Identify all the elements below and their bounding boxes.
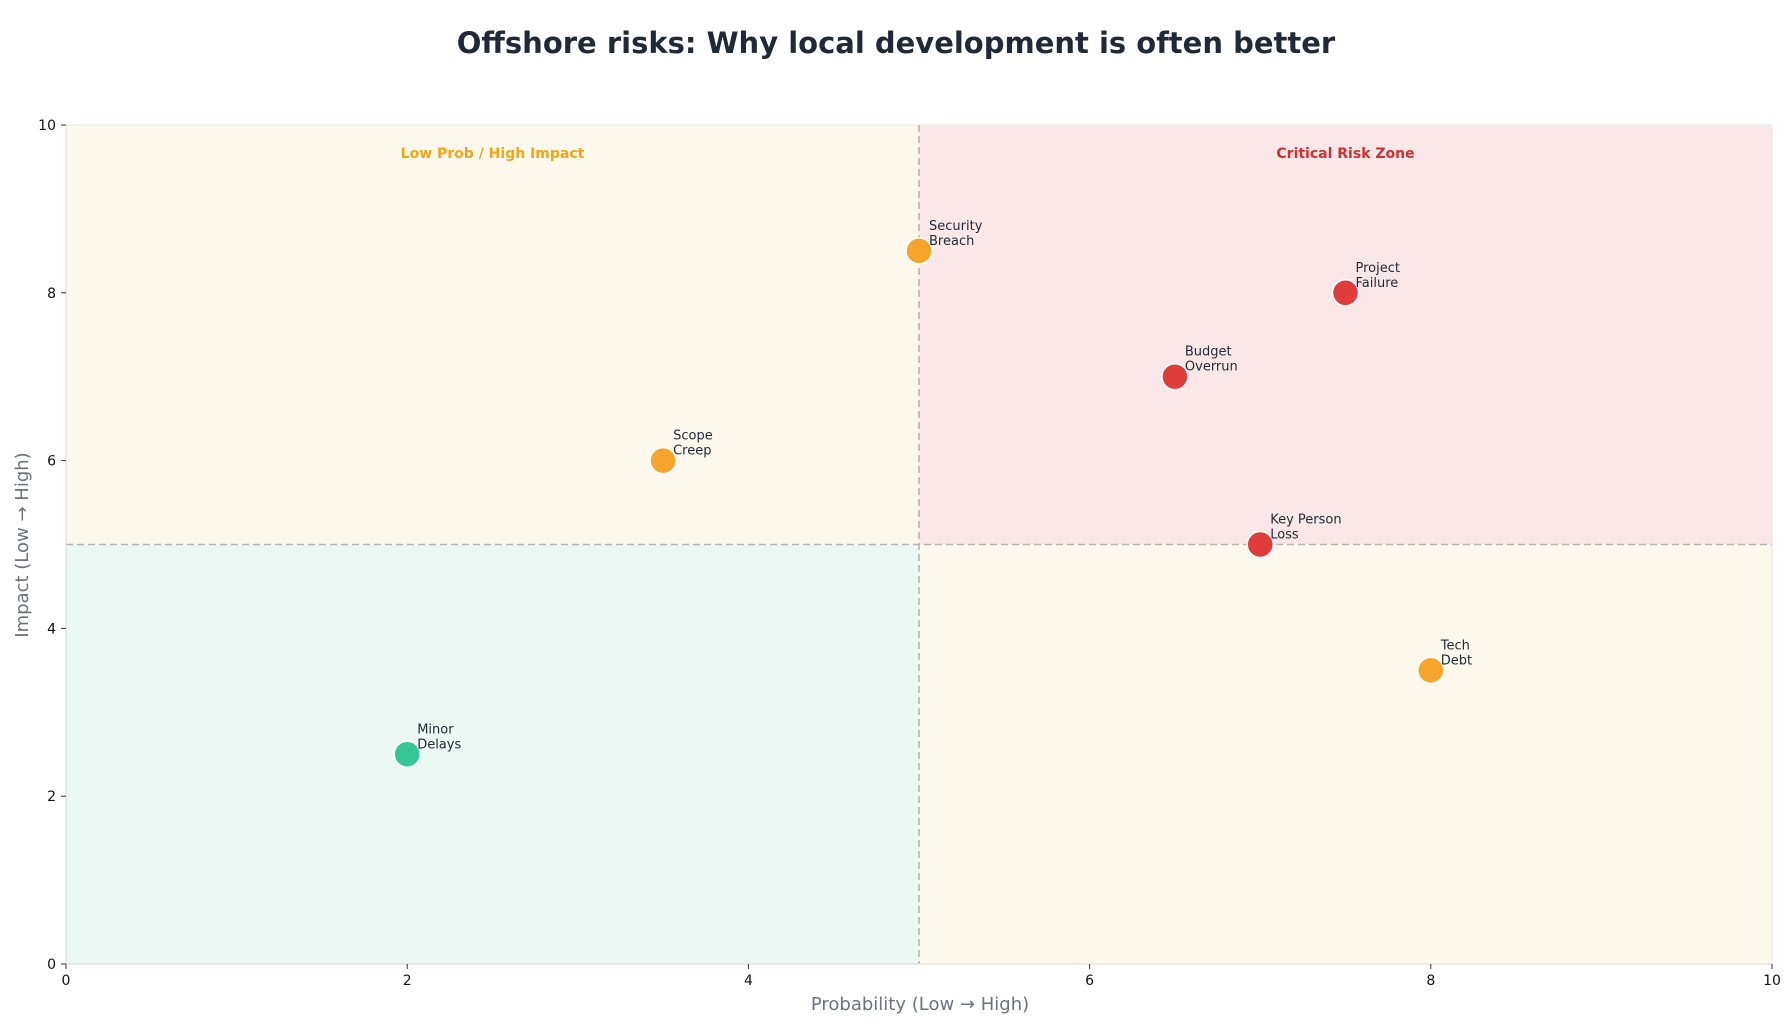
quadrants-layer: Low Prob / High Impact Critical Risk Zone: [65, 124, 1773, 965]
x-tick-label: 0: [62, 973, 71, 989]
risk-point-marker: [1417, 656, 1445, 685]
quadrant-label-top-right: Critical Risk Zone: [1276, 146, 1414, 162]
quadrant-top-right: [919, 125, 1772, 545]
quadrant-bottom-right: [919, 544, 1772, 964]
risk-point: Security Breach: [905, 219, 983, 265]
risk-point-label: Tech Debt: [1440, 638, 1472, 668]
quadrant-label-top-left: Low Prob / High Impact: [401, 146, 585, 162]
risk-point-marker: [1246, 530, 1274, 559]
risk-point: Tech Debt: [1417, 638, 1472, 685]
x-tick-label: 4: [744, 973, 753, 989]
x-tick-label: 2: [403, 973, 412, 989]
x-tick-label: 10: [1763, 973, 1781, 989]
y-tick-label: 6: [47, 454, 56, 470]
risk-point-label: Budget Overrun: [1185, 345, 1238, 375]
axes-layer: 0 2 4 6 8 10 0 2 4 6 8 10: [38, 118, 1781, 989]
y-tick-label: 8: [47, 286, 56, 302]
x-tick-label: 6: [1085, 973, 1094, 989]
risk-point-marker: [393, 740, 421, 768]
points-layer: Security Breach Project Failure Budget Overru…: [393, 219, 1472, 768]
quadrant-bottom-left: [66, 544, 919, 964]
y-tick-label: 4: [47, 621, 56, 637]
risk-point-marker: [1161, 362, 1189, 391]
risk-point: Scope Creep: [649, 429, 713, 475]
quadrant-dividers: [66, 125, 1772, 964]
chart-title: Offshore risks: Why local development is…: [457, 26, 1336, 60]
risk-point: Minor Delays: [393, 722, 461, 768]
y-tick-label: 2: [47, 789, 56, 805]
risk-point: Budget Overrun: [1161, 345, 1238, 391]
quadrant-top-left: [66, 125, 919, 545]
risk-point-label: Scope Creep: [673, 429, 713, 459]
risk-point: Key Person Loss: [1246, 513, 1342, 559]
risk-point-marker: [1331, 279, 1360, 307]
x-axis-label: Probability (Low → High): [811, 994, 1029, 1015]
risk-point-label: Project Failure: [1356, 261, 1400, 291]
risk-point-marker: [649, 446, 677, 475]
risk-point: Project Failure: [1331, 261, 1400, 307]
risk-point-marker: [905, 237, 933, 265]
y-tick-label: 10: [38, 118, 56, 134]
risk-point-label: Security Breach: [929, 219, 983, 249]
y-tick-label: 0: [47, 957, 56, 973]
y-axis-label: Impact (Low → High): [12, 452, 33, 637]
x-tick-label: 8: [1426, 973, 1435, 989]
risk-point-label: Key Person Loss: [1270, 513, 1341, 543]
risk-point-label: Minor Delays: [417, 722, 461, 752]
